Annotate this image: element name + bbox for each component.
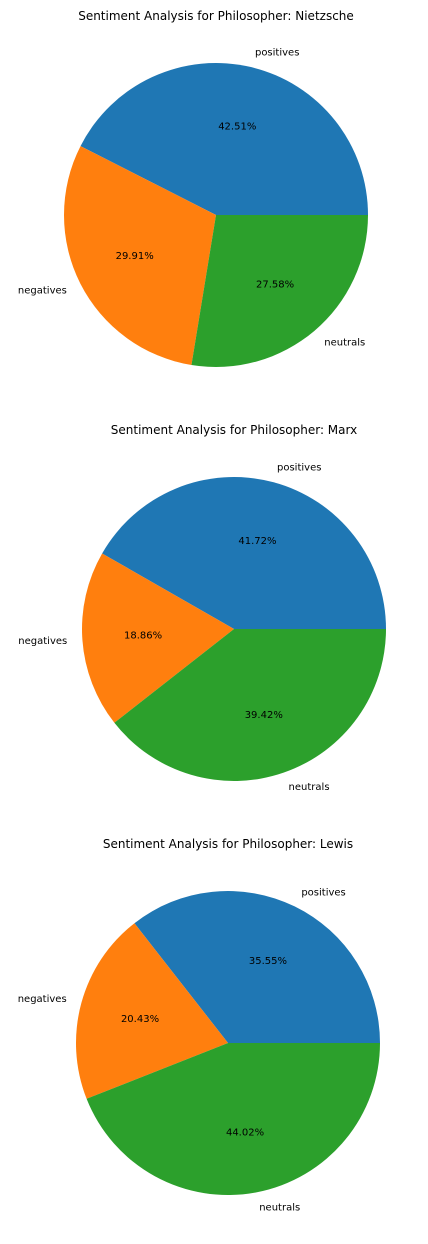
pie-slice-negatives xyxy=(75,923,228,1099)
slice-label-positives: positives xyxy=(277,462,321,473)
pie-chart-lewis: Sentiment Analysis for Philosopher: Lewi… xyxy=(18,837,380,1213)
pie-labels: positives 41.72% negatives 18.86% neutrals 39… xyxy=(18,462,329,793)
pie-labels: positives 35.55% negatives 20.43% neutrals 44… xyxy=(18,888,346,1214)
percent-label-positives: 42.51% xyxy=(218,121,256,132)
pie-slice-positives xyxy=(134,890,380,1043)
slice-label-negatives: negatives xyxy=(18,286,67,297)
pie-slices xyxy=(82,476,387,781)
slice-label-negatives: negatives xyxy=(18,636,67,647)
pie-slice-neutrals xyxy=(114,629,387,781)
slice-label-positives: positives xyxy=(301,888,345,899)
pie-slice-positives xyxy=(102,476,387,629)
pie-slice-neutrals xyxy=(86,1043,380,1196)
percent-label-positives: 41.72% xyxy=(238,536,276,547)
chart-title-lewis: Sentiment Analysis for Philosopher: Lewi… xyxy=(103,837,353,851)
slice-label-negatives: negatives xyxy=(18,994,67,1005)
pie-slice-neutrals xyxy=(191,215,368,368)
slice-label-neutrals: neutrals xyxy=(324,337,365,348)
percent-label-neutrals: 44.02% xyxy=(226,1128,264,1139)
pie-slices xyxy=(75,890,380,1196)
slice-label-neutrals: neutrals xyxy=(259,1202,300,1213)
percent-label-negatives: 20.43% xyxy=(121,1014,159,1025)
pie-slice-negatives xyxy=(63,146,217,366)
pie-chart-nietzsche: Sentiment Analysis for Philosopher: Niet… xyxy=(18,9,369,368)
chart-title-nietzsche: Sentiment Analysis for Philosopher: Niet… xyxy=(78,9,354,23)
pie-slice-positives xyxy=(80,62,369,215)
percent-label-negatives: 29.91% xyxy=(116,251,154,262)
slice-label-neutrals: neutrals xyxy=(289,782,330,793)
pie-slice-negatives xyxy=(82,553,234,723)
percent-label-positives: 35.55% xyxy=(249,956,287,967)
percent-label-neutrals: 39.42% xyxy=(245,710,283,721)
pie-chart-marx: Sentiment Analysis for Philosopher: Marx… xyxy=(18,423,387,793)
slice-label-positives: positives xyxy=(255,47,299,58)
pie-labels: positives 42.51% negatives 29.91% neutrals 27… xyxy=(18,47,365,348)
percent-label-negatives: 18.86% xyxy=(124,631,162,642)
percent-label-neutrals: 27.58% xyxy=(256,280,294,291)
chart-title-marx: Sentiment Analysis for Philosopher: Marx xyxy=(111,423,357,437)
pie-slices xyxy=(63,62,369,368)
